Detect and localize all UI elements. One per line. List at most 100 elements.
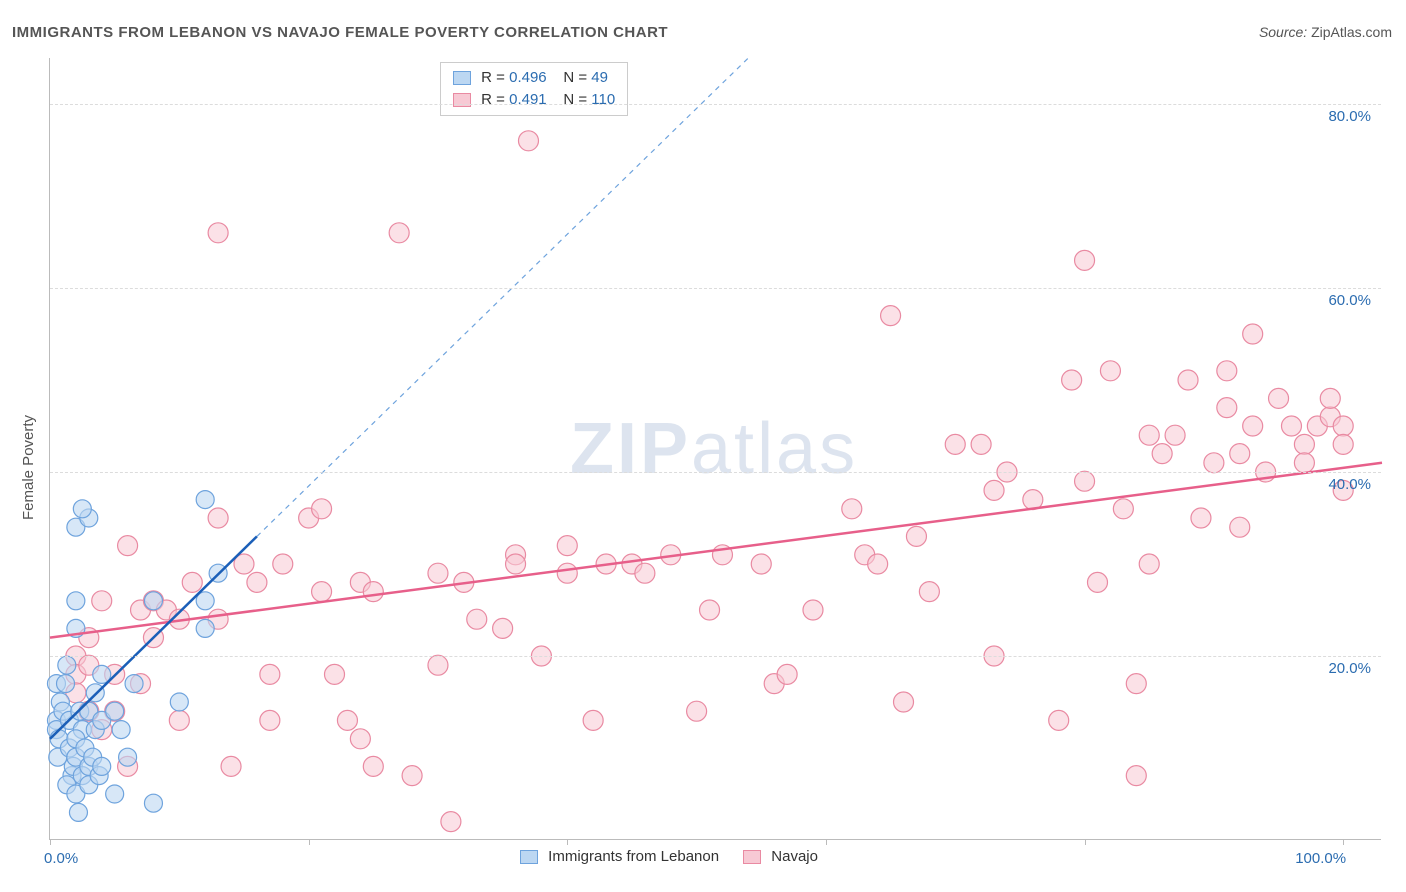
scatter-point [467, 609, 487, 629]
scatter-point [428, 563, 448, 583]
scatter-point [1139, 554, 1159, 574]
scatter-point [1075, 471, 1095, 491]
legend-N-lebanon: 49 [591, 69, 608, 86]
legend-R-lebanon: 0.496 [509, 69, 547, 86]
scatter-point [106, 702, 124, 720]
scatter-point [196, 619, 214, 637]
gridline-h [50, 104, 1381, 105]
x-tick-label: 0.0% [44, 850, 78, 867]
scatter-point [906, 526, 926, 546]
scatter-point [1269, 388, 1289, 408]
scatter-point [1217, 361, 1237, 381]
scatter-point [1204, 453, 1224, 473]
scatter-point [363, 756, 383, 776]
scatter-point [1333, 434, 1353, 454]
scatter-point [842, 499, 862, 519]
y-tick-label: 40.0% [1328, 476, 1371, 493]
scatter-point [196, 491, 214, 509]
series-legend: Immigrants from Lebanon Navajo [520, 848, 818, 865]
scatter-point [58, 656, 76, 674]
scatter-point [1294, 453, 1314, 473]
scatter-point [363, 582, 383, 602]
legend-row-lebanon: R = 0.496 N = 49 [453, 67, 615, 89]
scatter-point [350, 729, 370, 749]
series-swatch-navajo [743, 850, 761, 864]
scatter-point [1126, 766, 1146, 786]
x-tick [1343, 839, 1344, 845]
scatter-point [92, 591, 112, 611]
source-label: Source: [1259, 24, 1307, 40]
scatter-point [208, 223, 228, 243]
scatter-point [803, 600, 823, 620]
scatter-point [221, 756, 241, 776]
source-attribution: Source: ZipAtlas.com [1259, 24, 1392, 40]
scatter-point [868, 554, 888, 574]
scatter-point [1049, 710, 1069, 730]
scatter-point [751, 554, 771, 574]
scatter-point [777, 664, 797, 684]
x-tick [826, 839, 827, 845]
scatter-point [260, 664, 280, 684]
scatter-point [1281, 416, 1301, 436]
scatter-point [1320, 388, 1340, 408]
scatter-point [389, 223, 409, 243]
legend-row-navajo: R = 0.491 N = 110 [453, 89, 615, 111]
y-tick-label: 20.0% [1328, 660, 1371, 677]
legend-R-prefix: R = [481, 69, 509, 86]
scatter-point [169, 710, 189, 730]
scatter-point [945, 434, 965, 454]
scatter-point [1113, 499, 1133, 519]
scatter-point [106, 785, 124, 803]
legend-N-navajo: 110 [591, 91, 615, 108]
scatter-point [57, 675, 75, 693]
gridline-h [50, 288, 1381, 289]
scatter-point [1230, 444, 1250, 464]
scatter-point [1126, 674, 1146, 694]
scatter-point [247, 572, 267, 592]
y-axis-label: Female Poverty [20, 415, 37, 520]
scatter-point [1243, 416, 1263, 436]
gridline-h [50, 472, 1381, 473]
scatter-point [260, 710, 280, 730]
x-tick [309, 839, 310, 845]
scatter-point [1294, 434, 1314, 454]
scatter-point [93, 757, 111, 775]
scatter-point [1217, 398, 1237, 418]
regression-line [257, 58, 748, 536]
gridline-h [50, 656, 1381, 657]
scatter-point [402, 766, 422, 786]
scatter-point [881, 306, 901, 326]
scatter-point [325, 664, 345, 684]
correlation-legend: R = 0.496 N = 49 R = 0.491 N = 110 [440, 62, 628, 116]
scatter-point [1062, 370, 1082, 390]
x-tick-label: 100.0% [1295, 850, 1346, 867]
scatter-point [1230, 517, 1250, 537]
series-label-lebanon: Immigrants from Lebanon [548, 848, 719, 865]
source-name: ZipAtlas.com [1311, 24, 1392, 40]
scatter-point [118, 536, 138, 556]
scatter-point [428, 655, 448, 675]
series-legend-item-navajo: Navajo [743, 848, 818, 865]
scatter-point [170, 693, 188, 711]
legend-N-prefix: N = [563, 91, 591, 108]
legend-R-navajo: 0.491 [509, 91, 547, 108]
scatter-point [1243, 324, 1263, 344]
x-tick [50, 839, 51, 845]
legend-N-prefix: N = [563, 69, 591, 86]
scatter-point [273, 554, 293, 574]
scatter-point [557, 563, 577, 583]
scatter-point [557, 536, 577, 556]
y-tick-label: 60.0% [1328, 292, 1371, 309]
scatter-point [506, 554, 526, 574]
scatter-point [1165, 425, 1185, 445]
scatter-point [984, 480, 1004, 500]
scatter-point [1178, 370, 1198, 390]
scatter-point [493, 618, 513, 638]
scatter-point [1333, 416, 1353, 436]
scatter-point [700, 600, 720, 620]
scatter-point [112, 721, 130, 739]
chart-title: IMMIGRANTS FROM LEBANON VS NAVAJO FEMALE… [12, 24, 668, 41]
scatter-point [312, 499, 332, 519]
scatter-point [67, 592, 85, 610]
scatter-point [119, 748, 137, 766]
